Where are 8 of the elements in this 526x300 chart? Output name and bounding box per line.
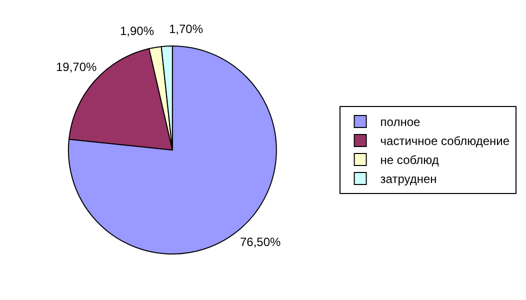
data-label: 1,70%	[169, 22, 204, 36]
legend-label: затруднен	[380, 172, 437, 186]
data-label: 76,50%	[240, 235, 282, 249]
legend-label: полное	[380, 115, 421, 130]
data-label: 1,90%	[120, 24, 154, 38]
data-label: 19,70%	[56, 60, 98, 74]
legend-label: частичное соблюдение	[380, 134, 510, 148]
legend-label: не соблюд	[380, 153, 439, 168]
